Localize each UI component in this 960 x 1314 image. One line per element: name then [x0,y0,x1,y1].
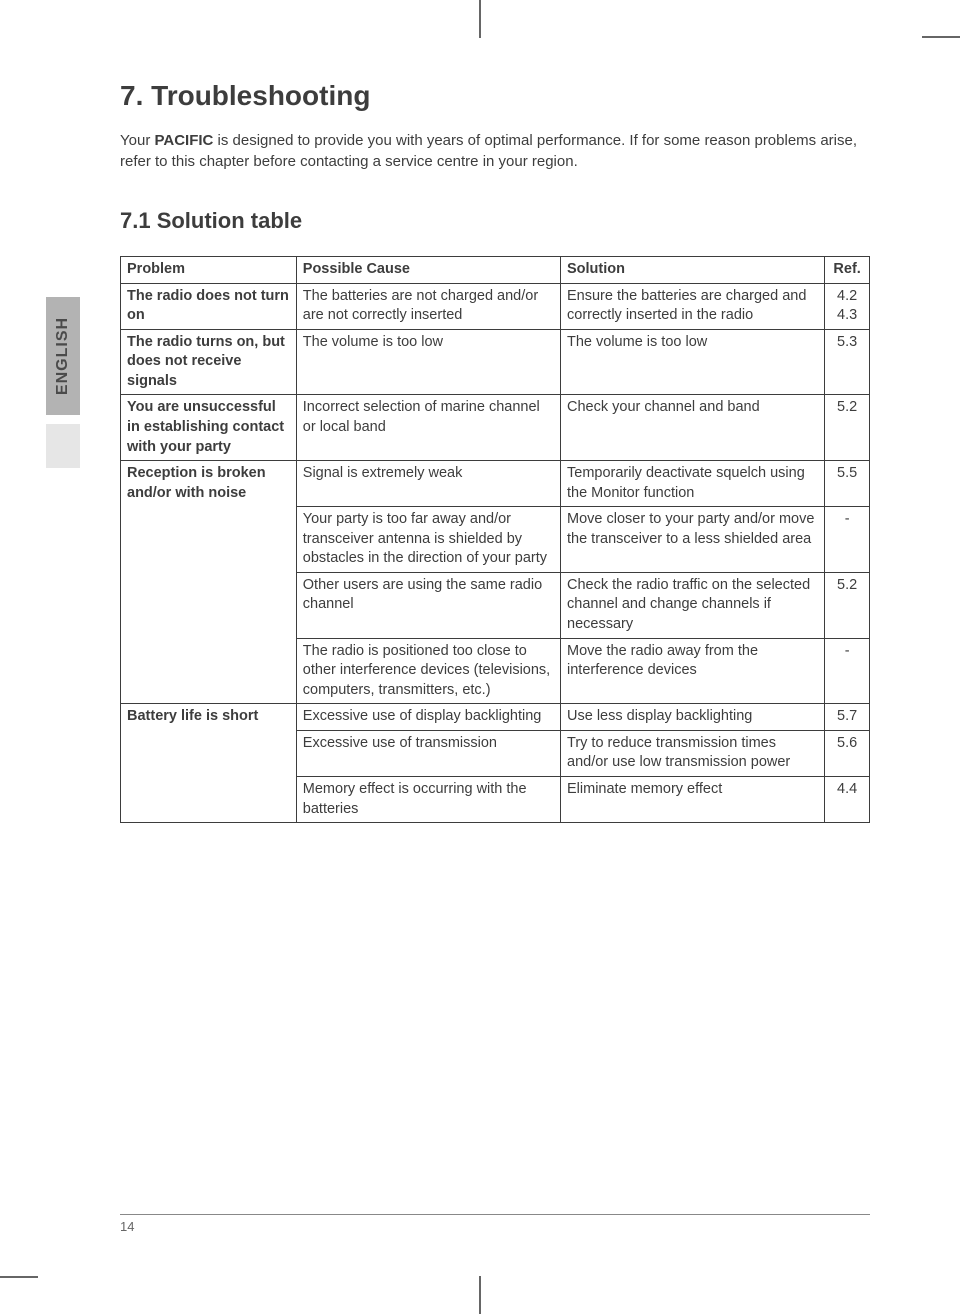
intro-text-before: Your [120,132,154,149]
solution-table: Problem Possible Cause Solution Ref. The… [120,256,870,823]
cell-ref: 5.2 [825,395,870,461]
crop-mark [479,1276,481,1314]
language-tab: ENGLISH [46,297,80,415]
cell-solution: Check your channel and band [561,395,825,461]
cell-ref: 5.5 [825,461,870,507]
cell-ref: 5.3 [825,329,870,395]
page-number: 14 [120,1219,134,1234]
crop-mark [0,1276,38,1278]
intro-text-after: is designed to provide you with years of… [120,132,857,170]
header-cause: Possible Cause [296,257,560,284]
cell-cause: Other users are using the same radio cha… [296,572,560,638]
cell-cause: Excessive use of transmission [296,730,560,776]
section-heading: 7.1 Solution table [120,208,870,234]
cell-ref: 4.4 [825,776,870,822]
cell-problem: Battery life is short [121,704,297,823]
page-title: 7. Troubleshooting [120,80,870,112]
cell-problem: You are unsuccessful in establishing con… [121,395,297,461]
cell-solution: Eliminate memory effect [561,776,825,822]
cell-cause: The volume is too low [296,329,560,395]
cell-ref: 5.2 [825,572,870,638]
table-header-row: Problem Possible Cause Solution Ref. [121,257,870,284]
cell-cause: The batteries are not charged and/or are… [296,283,560,329]
language-tab-shadow [46,424,80,468]
table-row: Reception is broken and/or with noise Si… [121,461,870,507]
cell-problem: The radio turns on, but does not receive… [121,329,297,395]
page-footer: 14 [120,1214,870,1234]
cell-ref: - [825,507,870,573]
cell-cause: Your party is too far away and/or transc… [296,507,560,573]
header-solution: Solution [561,257,825,284]
cell-ref: 4.2 4.3 [825,283,870,329]
cell-ref: 5.7 [825,704,870,731]
table-row: The radio does not turn on The batteries… [121,283,870,329]
header-ref: Ref. [825,257,870,284]
cell-solution: Use less display backlighting [561,704,825,731]
cell-solution: The volume is too low [561,329,825,395]
cell-solution: Move the radio away from the interferenc… [561,638,825,704]
cell-problem: The radio does not turn on [121,283,297,329]
language-tab-label: ENGLISH [54,317,72,395]
intro-paragraph: Your PACIFIC is designed to provide you … [120,130,870,172]
cell-ref: - [825,638,870,704]
table-row: The radio turns on, but does not receive… [121,329,870,395]
page-content: 7. Troubleshooting Your PACIFIC is desig… [120,80,870,1234]
table-row: Battery life is short Excessive use of d… [121,704,870,731]
cell-solution: Check the radio traffic on the selected … [561,572,825,638]
intro-bold: PACIFIC [154,132,213,149]
cell-ref: 5.6 [825,730,870,776]
cell-cause: Excessive use of display backlighting [296,704,560,731]
cell-solution: Temporarily deactivate squelch using the… [561,461,825,507]
crop-mark [479,0,481,38]
cell-cause: The radio is positioned too close to oth… [296,638,560,704]
header-problem: Problem [121,257,297,284]
cell-cause: Incorrect selection of marine channel or… [296,395,560,461]
cell-solution: Move closer to your party and/or move th… [561,507,825,573]
cell-solution: Ensure the batteries are charged and cor… [561,283,825,329]
cell-solution: Try to reduce transmission times and/or … [561,730,825,776]
crop-mark [922,36,960,38]
cell-cause: Signal is extremely weak [296,461,560,507]
table-row: You are unsuccessful in establishing con… [121,395,870,461]
cell-cause: Memory effect is occurring with the batt… [296,776,560,822]
cell-problem: Reception is broken and/or with noise [121,461,297,704]
